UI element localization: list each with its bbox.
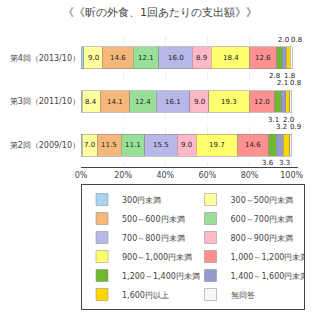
svg-text:19.3: 19.3 <box>221 98 237 106</box>
svg-text:3.2: 3.2 <box>276 123 287 131</box>
svg-text:14.6: 14.6 <box>245 141 261 149</box>
svg-text:11.1: 11.1 <box>125 141 141 149</box>
svg-text:0.9: 0.9 <box>290 123 301 131</box>
svg-text:20%: 20% <box>114 171 132 180</box>
svg-text:1,600円以上: 1,600円以上 <box>122 291 169 300</box>
svg-text:1,400～1,600円未満: 1,400～1,600円未満 <box>231 272 305 281</box>
svg-text:1.8: 1.8 <box>284 72 295 80</box>
svg-text:16.1: 16.1 <box>165 98 181 106</box>
svg-text:500～600円未満: 500～600円未満 <box>122 215 185 224</box>
svg-text:40%: 40% <box>156 171 174 180</box>
svg-text:11.5: 11.5 <box>101 141 117 149</box>
svg-text:16.0: 16.0 <box>168 54 184 62</box>
svg-text:9.0: 9.0 <box>88 54 99 62</box>
svg-text:19.7: 19.7 <box>209 141 225 149</box>
svg-text:1,000～1,200円未満: 1,000～1,200円未満 <box>231 253 305 262</box>
svg-text:2.0: 2.0 <box>278 36 289 44</box>
svg-text:300円未満: 300円未満 <box>122 196 161 205</box>
svg-text:300～500円未満: 300～500円未満 <box>231 196 294 205</box>
svg-text:14.6: 14.6 <box>110 54 126 62</box>
svg-text:12.4: 12.4 <box>135 98 151 106</box>
svg-text:12.0: 12.0 <box>254 98 270 106</box>
svg-text:3.1: 3.1 <box>268 116 279 124</box>
svg-text:2.0: 2.0 <box>283 116 294 124</box>
svg-text:2.8: 2.8 <box>269 72 280 80</box>
svg-text:3.3: 3.3 <box>279 159 290 167</box>
svg-text:12.1: 12.1 <box>138 54 154 62</box>
svg-text:9.0: 9.0 <box>181 141 192 149</box>
svg-text:《《昕の外食、1回あたりの支出額》》: 《《昕の外食、1回あたりの支出額》》 <box>63 6 257 19</box>
svg-text:8.9: 8.9 <box>196 54 207 62</box>
svg-text:第3回（2011/10）: 第3回（2011/10） <box>10 97 80 106</box>
svg-text:18.4: 18.4 <box>223 54 239 62</box>
svg-text:1,200～1,400円未満: 1,200～1,400円未満 <box>122 272 200 281</box>
svg-text:2.1: 2.1 <box>277 79 288 87</box>
svg-text:9.0: 9.0 <box>194 98 205 106</box>
svg-text:600～700円未満: 600～700円未満 <box>231 215 294 224</box>
svg-text:0.8: 0.8 <box>290 79 301 87</box>
svg-text:60%: 60% <box>199 171 217 180</box>
svg-text:80%: 80% <box>241 171 259 180</box>
svg-text:100%: 100% <box>280 171 303 180</box>
svg-text:無回答: 無回答 <box>231 291 255 300</box>
svg-text:第4回（2013/10）: 第4回（2013/10） <box>10 54 80 63</box>
svg-text:700～800円未満: 700～800円未満 <box>122 234 185 243</box>
svg-text:900～1,000円未満: 900～1,000円未満 <box>122 253 192 262</box>
svg-text:12.6: 12.6 <box>255 54 271 62</box>
svg-text:第2回（2009/10）: 第2回（2009/10） <box>10 141 80 150</box>
svg-text:15.5: 15.5 <box>153 141 169 149</box>
svg-text:14.1: 14.1 <box>107 98 123 106</box>
svg-text:3.6: 3.6 <box>262 159 274 167</box>
svg-text:0%: 0% <box>75 171 88 180</box>
svg-text:800～900円未満: 800～900円未満 <box>231 234 294 243</box>
svg-text:7.0: 7.0 <box>84 141 95 149</box>
svg-text:8.4: 8.4 <box>85 98 97 106</box>
svg-text:0.8: 0.8 <box>291 36 302 44</box>
